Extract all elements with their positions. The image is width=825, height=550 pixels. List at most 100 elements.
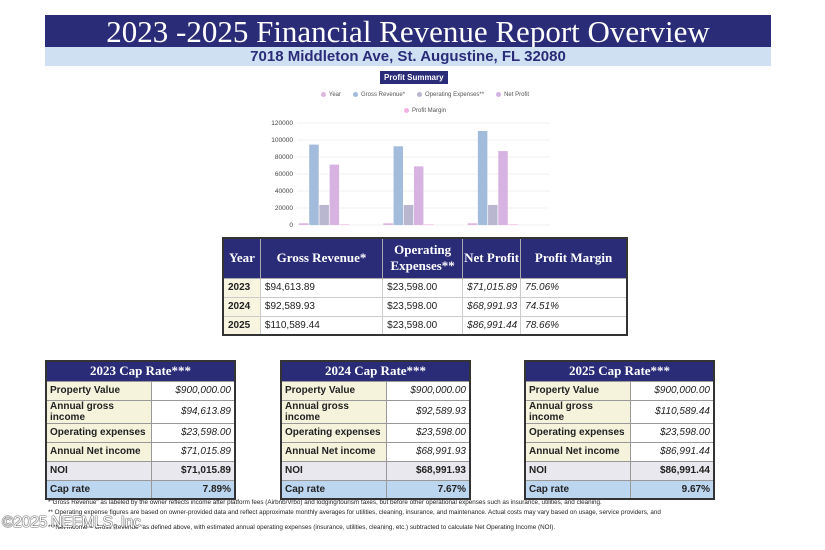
row-label: Annual Net income bbox=[280, 441, 387, 462]
table-row: Cap rate 7.89% bbox=[45, 479, 236, 500]
legend-dot-icon bbox=[496, 92, 502, 97]
cap-table-title: 2024 Cap Rate*** bbox=[281, 361, 470, 381]
row-value: $23,598.00 bbox=[385, 422, 471, 443]
table-row: Annual Net income $68,991.93 bbox=[280, 441, 471, 462]
table-row: 2025 $110,589.44 $23,598.00 $86,991.44 78.66… bbox=[222, 315, 628, 336]
chart-legend-row2: Profit Margin bbox=[290, 108, 560, 114]
bar-2-4 bbox=[508, 224, 518, 225]
legend-item[interactable]: Profit Margin bbox=[403, 108, 446, 114]
legend-label: Gross Revenue* bbox=[361, 92, 406, 99]
footnotes: *"Gross Revenue" as labeled by the owner… bbox=[48, 498, 768, 533]
table-row: Operating expenses $23,598.00 bbox=[524, 422, 715, 443]
chart-title: Profit Summary bbox=[380, 71, 448, 84]
table-cell: $86,991.44 bbox=[462, 315, 522, 336]
legend-label: Year bbox=[328, 92, 342, 99]
row-value: 7.67% bbox=[385, 479, 471, 500]
table-row: NOI $68,991.93 bbox=[280, 460, 471, 481]
cap-table-title: 2023 Cap Rate*** bbox=[46, 361, 235, 381]
profit-summary-chart: 0 20000 40000 60000 80000 100000 120000 bbox=[271, 120, 550, 229]
bar-2-0 bbox=[467, 223, 478, 225]
legend-dot-icon bbox=[417, 92, 423, 97]
column-header: Gross Revenue* bbox=[259, 237, 384, 279]
bar-0-2 bbox=[319, 204, 329, 225]
row-label: Annual Net income bbox=[524, 441, 631, 462]
row-value: 9.67% bbox=[629, 479, 715, 500]
table-row: 2023 $94,613.89 $23,598.00 $71,015.89 75.06% bbox=[222, 277, 628, 298]
row-label: Cap rate bbox=[280, 479, 387, 500]
table-row: NOI $86,991.44 bbox=[524, 460, 715, 481]
bar-0-4 bbox=[339, 224, 350, 225]
bar-1-0 bbox=[383, 223, 393, 225]
table-row: Annual gross income $110,589.44 bbox=[524, 399, 715, 424]
row-label: Property Value bbox=[280, 380, 387, 401]
table-cell: $110,589.44 bbox=[259, 315, 384, 336]
footnote-1: *"Gross Revenue" as labeled by the owner… bbox=[48, 499, 602, 506]
row-value: $68,991.93 bbox=[385, 460, 471, 481]
table-cell: $23,598.00 bbox=[382, 277, 464, 298]
legend-item[interactable]: Year bbox=[320, 92, 342, 99]
row-label: Operating expenses bbox=[280, 422, 387, 443]
table-row: Property Value $900,000.00 bbox=[45, 380, 236, 401]
watermark: ©2025 NEFMLS, Inc. bbox=[2, 514, 145, 531]
row-label: Annual gross income bbox=[524, 399, 631, 424]
row-label: Property Value bbox=[524, 380, 631, 401]
table-row: Cap rate 7.67% bbox=[280, 479, 471, 500]
table-cell: $92,589.93 bbox=[259, 296, 384, 317]
bar-2-2 bbox=[488, 204, 498, 225]
table-cell: 2024 bbox=[222, 296, 261, 317]
legend-item[interactable]: Operating Expenses** bbox=[417, 92, 484, 98]
cap-rate-table-2024: 2024 Cap Rate*** Property Value $900,000.0… bbox=[280, 360, 471, 500]
table-cell: 75.06% bbox=[520, 277, 628, 298]
bar-1-4 bbox=[424, 224, 434, 225]
row-value: $71,015.89 bbox=[150, 460, 236, 481]
table-cell: $68,991.93 bbox=[462, 296, 522, 317]
row-value: $68,991.93 bbox=[385, 441, 471, 462]
table-cell: $94,613.89 bbox=[259, 277, 384, 298]
row-label: NOI bbox=[280, 460, 387, 481]
row-label: Operating expenses bbox=[45, 422, 152, 443]
legend-item[interactable]: Gross Revenue* bbox=[353, 92, 405, 98]
footnote-2: ** Operating expense figures are based o… bbox=[48, 509, 661, 516]
table-row: Property Value $900,000.00 bbox=[280, 380, 471, 401]
legend-label: Net Profit bbox=[504, 92, 530, 99]
bar-1-2 bbox=[403, 204, 414, 225]
legend-label: Operating Expenses** bbox=[425, 92, 485, 99]
bar-1-3 bbox=[413, 166, 424, 225]
row-value: $92,589.93 bbox=[385, 399, 471, 424]
row-value: $86,991.44 bbox=[629, 441, 715, 462]
bar-2-1 bbox=[477, 130, 488, 225]
column-header: Profit Margin bbox=[520, 237, 628, 279]
bar-0-0 bbox=[299, 223, 309, 225]
footnote-3: ***Net Income = Gross Revenue" as define… bbox=[48, 524, 556, 531]
table-row: Property Value $900,000.00 bbox=[524, 380, 715, 401]
y-tick-label: 0 bbox=[289, 222, 293, 229]
table-row: NOI $71,015.89 bbox=[45, 460, 236, 481]
y-tick-label: 120000 bbox=[271, 120, 293, 127]
row-label: Annual gross income bbox=[45, 399, 152, 424]
row-label: Cap rate bbox=[45, 479, 152, 500]
row-label: Annual gross income bbox=[280, 399, 387, 424]
table-cell: $23,598.00 bbox=[382, 315, 464, 336]
table-cell: $23,598.00 bbox=[382, 296, 464, 317]
table-row: Operating expenses $23,598.00 bbox=[45, 422, 236, 443]
column-header: Operating Expenses** bbox=[382, 237, 464, 279]
row-value: $23,598.00 bbox=[150, 422, 236, 443]
table-cell: 2025 bbox=[222, 315, 261, 336]
cap-rate-table-2023: 2023 Cap Rate*** Property Value $900,000.0… bbox=[45, 360, 236, 500]
y-tick-label: 60000 bbox=[275, 171, 293, 178]
column-header: Net Profit bbox=[462, 237, 522, 279]
row-value: $71,015.89 bbox=[150, 441, 236, 462]
row-value: $94,613.89 bbox=[150, 399, 236, 424]
table-cell: 2023 bbox=[222, 277, 261, 298]
bar-1-1 bbox=[393, 146, 404, 225]
report-title: 2023 -2025 Financial Revenue Report Over… bbox=[45, 15, 771, 49]
legend-item[interactable]: Net Profit bbox=[496, 92, 529, 98]
summary-table: Year Gross Revenue* Operating Expenses** Ne… bbox=[222, 237, 628, 336]
header-row: Year Gross Revenue* Operating Expenses** Ne… bbox=[222, 237, 628, 279]
legend-dot-icon bbox=[353, 92, 359, 97]
table-cell: $71,015.89 bbox=[462, 277, 522, 298]
table-row: Annual gross income $94,613.89 bbox=[45, 399, 236, 424]
table-row: 2024 $92,589.93 $23,598.00 $68,991.93 74.51% bbox=[222, 296, 628, 317]
legend-dot-icon bbox=[403, 108, 409, 113]
table-cell: 74.51% bbox=[520, 296, 628, 317]
